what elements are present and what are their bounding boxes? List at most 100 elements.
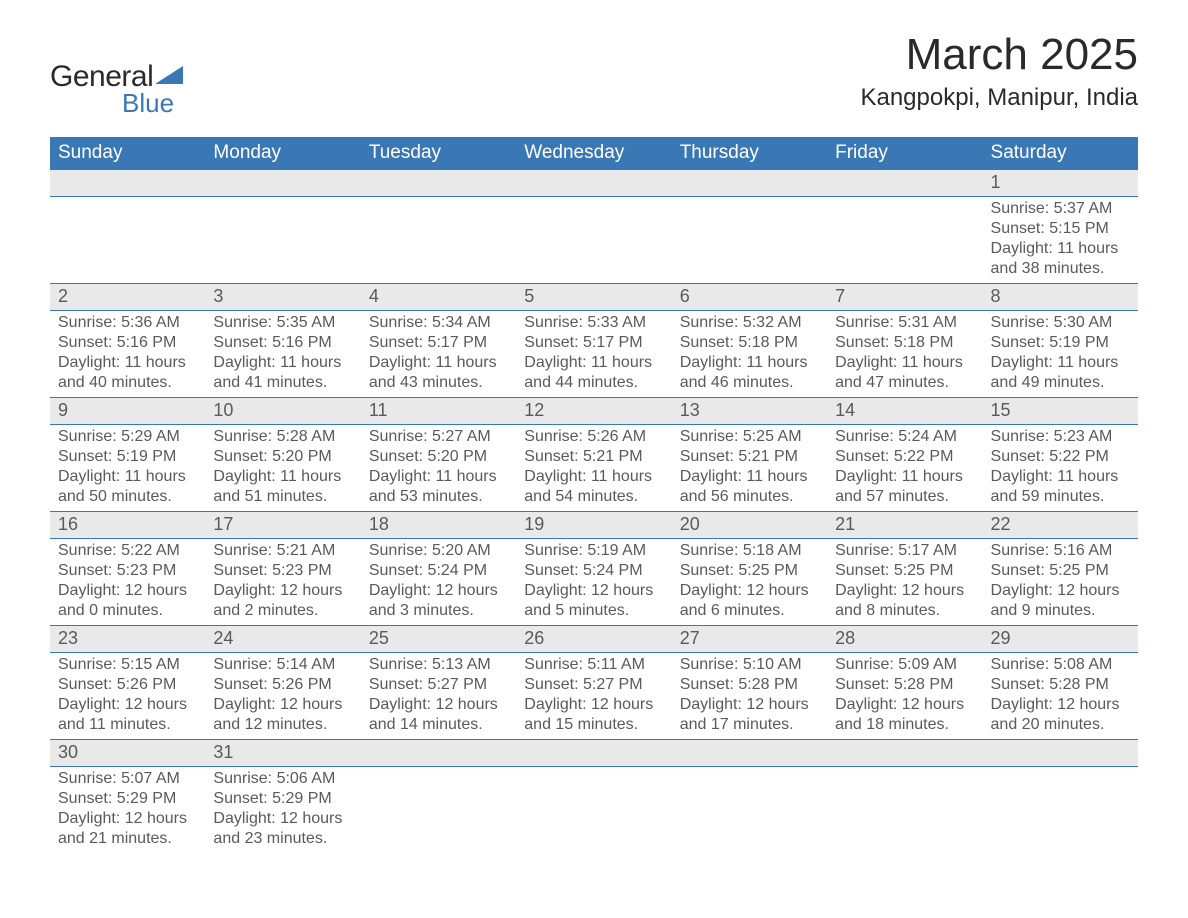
day-number: 31 — [205, 740, 360, 766]
sunrise-text: Sunrise: 5:31 AM — [835, 313, 974, 333]
sunset-text: Sunset: 5:21 PM — [680, 447, 819, 467]
day-cell: Sunrise: 5:23 AMSunset: 5:22 PMDaylight:… — [983, 425, 1138, 511]
daylight-text: Daylight: 11 hours and 51 minutes. — [213, 467, 352, 507]
sunset-text: Sunset: 5:27 PM — [369, 675, 508, 695]
daylight-text: Daylight: 11 hours and 43 minutes. — [369, 353, 508, 393]
logo-flag-icon — [155, 66, 183, 84]
daylight-text: Daylight: 12 hours and 9 minutes. — [991, 581, 1130, 621]
sunrise-text: Sunrise: 5:10 AM — [680, 655, 819, 675]
daylight-text: Daylight: 12 hours and 8 minutes. — [835, 581, 974, 621]
day-number: 30 — [50, 740, 205, 766]
sunset-text: Sunset: 5:19 PM — [991, 333, 1130, 353]
sunrise-text: Sunrise: 5:19 AM — [524, 541, 663, 561]
sunset-text: Sunset: 5:15 PM — [991, 219, 1130, 239]
sunrise-text: Sunrise: 5:25 AM — [680, 427, 819, 447]
sunrise-text: Sunrise: 5:32 AM — [680, 313, 819, 333]
day-number: 8 — [983, 284, 1138, 310]
day-cell: Sunrise: 5:18 AMSunset: 5:25 PMDaylight:… — [672, 539, 827, 625]
logo-text-blue: Blue — [122, 88, 183, 119]
day-number: 13 — [672, 398, 827, 424]
sunset-text: Sunset: 5:20 PM — [213, 447, 352, 467]
daylight-text: Daylight: 12 hours and 3 minutes. — [369, 581, 508, 621]
day-number: 10 — [205, 398, 360, 424]
daylight-text: Daylight: 11 hours and 44 minutes. — [524, 353, 663, 393]
sunrise-text: Sunrise: 5:26 AM — [524, 427, 663, 447]
day-number: 4 — [361, 284, 516, 310]
sunset-text: Sunset: 5:26 PM — [213, 675, 352, 695]
daylight-text: Daylight: 12 hours and 17 minutes. — [680, 695, 819, 735]
sunrise-text: Sunrise: 5:22 AM — [58, 541, 197, 561]
daylight-text: Daylight: 12 hours and 2 minutes. — [213, 581, 352, 621]
sunset-text: Sunset: 5:24 PM — [369, 561, 508, 581]
sunset-text: Sunset: 5:23 PM — [58, 561, 197, 581]
day-cell — [983, 767, 1138, 853]
day-cell: Sunrise: 5:21 AMSunset: 5:23 PMDaylight:… — [205, 539, 360, 625]
day-number: 12 — [516, 398, 671, 424]
day-cell: Sunrise: 5:36 AMSunset: 5:16 PMDaylight:… — [50, 311, 205, 397]
day-cell: Sunrise: 5:27 AMSunset: 5:20 PMDaylight:… — [361, 425, 516, 511]
day-number: 14 — [827, 398, 982, 424]
day-cell: Sunrise: 5:34 AMSunset: 5:17 PMDaylight:… — [361, 311, 516, 397]
day-cell: Sunrise: 5:15 AMSunset: 5:26 PMDaylight:… — [50, 653, 205, 739]
day-number — [827, 170, 982, 196]
day-number: 20 — [672, 512, 827, 538]
daylight-text: Daylight: 11 hours and 41 minutes. — [213, 353, 352, 393]
day-cell — [516, 767, 671, 853]
day-number: 21 — [827, 512, 982, 538]
sunrise-text: Sunrise: 5:17 AM — [835, 541, 974, 561]
day-cell: Sunrise: 5:13 AMSunset: 5:27 PMDaylight:… — [361, 653, 516, 739]
day-cell: Sunrise: 5:31 AMSunset: 5:18 PMDaylight:… — [827, 311, 982, 397]
day-number — [672, 170, 827, 196]
day-number — [983, 740, 1138, 766]
daylight-text: Daylight: 12 hours and 5 minutes. — [524, 581, 663, 621]
sunrise-text: Sunrise: 5:35 AM — [213, 313, 352, 333]
sunrise-text: Sunrise: 5:21 AM — [213, 541, 352, 561]
day-number — [50, 170, 205, 196]
sunset-text: Sunset: 5:24 PM — [524, 561, 663, 581]
day-number: 3 — [205, 284, 360, 310]
sunrise-text: Sunrise: 5:18 AM — [680, 541, 819, 561]
day-number: 6 — [672, 284, 827, 310]
daylight-text: Daylight: 11 hours and 57 minutes. — [835, 467, 974, 507]
day-number: 1 — [983, 170, 1138, 196]
daylight-text: Daylight: 12 hours and 14 minutes. — [369, 695, 508, 735]
day-cell — [50, 197, 205, 283]
day-cell — [672, 767, 827, 853]
day-number-row: 1 — [50, 170, 1138, 197]
week-body-row: Sunrise: 5:07 AMSunset: 5:29 PMDaylight:… — [50, 767, 1138, 853]
day-cell — [827, 197, 982, 283]
sunrise-text: Sunrise: 5:14 AM — [213, 655, 352, 675]
day-cell: Sunrise: 5:10 AMSunset: 5:28 PMDaylight:… — [672, 653, 827, 739]
day-cell: Sunrise: 5:17 AMSunset: 5:25 PMDaylight:… — [827, 539, 982, 625]
day-cell — [827, 767, 982, 853]
day-cell: Sunrise: 5:24 AMSunset: 5:22 PMDaylight:… — [827, 425, 982, 511]
day-number: 29 — [983, 626, 1138, 652]
day-cell: Sunrise: 5:16 AMSunset: 5:25 PMDaylight:… — [983, 539, 1138, 625]
weeks-container: 1Sunrise: 5:37 AMSunset: 5:15 PMDaylight… — [50, 170, 1138, 853]
sunrise-text: Sunrise: 5:28 AM — [213, 427, 352, 447]
week-body-row: Sunrise: 5:36 AMSunset: 5:16 PM Daylight:… — [50, 311, 1138, 397]
day-number-row: 9101112131415 — [50, 397, 1138, 425]
sunrise-text: Sunrise: 5:08 AM — [991, 655, 1130, 675]
sunrise-text: Sunrise: 5:36 AM — [58, 313, 197, 333]
daylight-text: Daylight: 11 hours and 56 minutes. — [680, 467, 819, 507]
day-number: 19 — [516, 512, 671, 538]
sunset-text: Sunset: 5:21 PM — [524, 447, 663, 467]
day-cell: Sunrise: 5:14 AMSunset: 5:26 PMDaylight:… — [205, 653, 360, 739]
sunset-text: Sunset: 5:16 PM — [58, 333, 197, 353]
daylight-text: Daylight: 11 hours and 47 minutes. — [835, 353, 974, 393]
week-body-row: Sunrise: 5:29 AMSunset: 5:19 PMDaylight:… — [50, 425, 1138, 511]
day-number — [361, 170, 516, 196]
day-number: 7 — [827, 284, 982, 310]
day-number-row: 3031 — [50, 739, 1138, 767]
week-body-row: Sunrise: 5:15 AMSunset: 5:26 PMDaylight:… — [50, 653, 1138, 739]
sunset-text: Sunset: 5:20 PM — [369, 447, 508, 467]
daylight-text: Daylight: 11 hours and 50 minutes. — [58, 467, 197, 507]
day-number-row: 2345678 — [50, 283, 1138, 311]
sunrise-text: Sunrise: 5:09 AM — [835, 655, 974, 675]
day-cell: Sunrise: 5:08 AMSunset: 5:28 PMDaylight:… — [983, 653, 1138, 739]
daylight-text: Daylight: 12 hours and 20 minutes. — [991, 695, 1130, 735]
sunrise-text: Sunrise: 5:07 AM — [58, 769, 197, 789]
day-number — [361, 740, 516, 766]
daylight-text: Daylight: 12 hours and 21 minutes. — [58, 809, 197, 849]
